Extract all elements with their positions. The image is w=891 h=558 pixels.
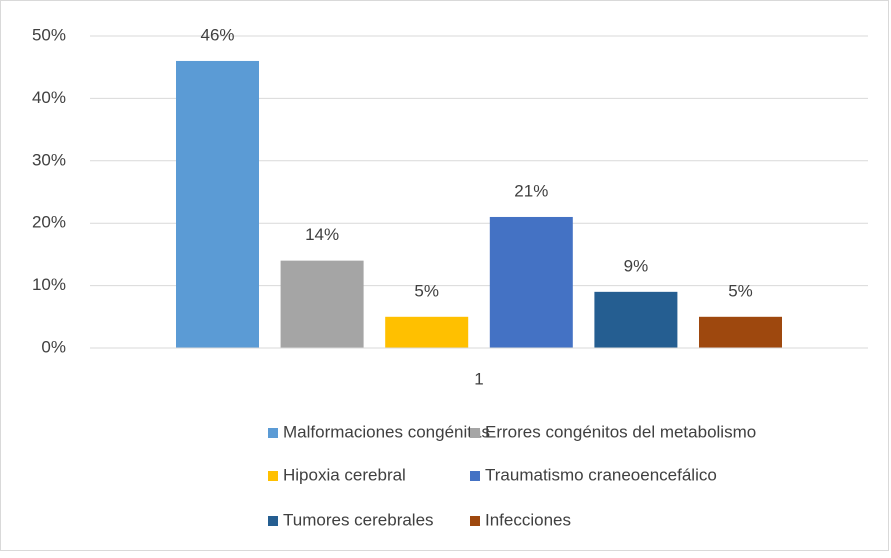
data-label: 46% [200, 25, 234, 44]
legend-label: Tumores cerebrales [283, 510, 434, 529]
legend-swatch [268, 471, 278, 481]
legend-swatch [470, 428, 480, 438]
data-label: 14% [305, 225, 339, 244]
y-tick-label: 30% [32, 150, 66, 169]
y-tick-label: 50% [32, 25, 66, 44]
legend-label: Hipoxia cerebral [283, 465, 406, 484]
y-tick-label: 0% [41, 337, 66, 356]
data-label: 5% [728, 281, 753, 300]
legend-label: Infecciones [485, 510, 571, 529]
bar [594, 291, 678, 348]
bar [385, 316, 469, 348]
bar [280, 260, 364, 348]
data-label: 21% [514, 181, 548, 200]
legend-swatch [268, 428, 278, 438]
legend-label: Traumatismo craneoencefálico [485, 465, 717, 484]
bar [176, 60, 259, 349]
legend-swatch [268, 516, 278, 526]
y-tick-label: 20% [32, 213, 66, 232]
legend-swatch [470, 471, 480, 481]
x-tick-label: 1 [474, 369, 483, 388]
bar [699, 316, 782, 348]
legend-label: Errores congénitos del metabolismo [485, 422, 756, 441]
data-label: 9% [624, 256, 649, 275]
legend-swatch [470, 516, 480, 526]
data-label: 5% [414, 281, 439, 300]
y-tick-label: 10% [32, 275, 66, 294]
y-tick-label: 40% [32, 88, 66, 107]
legend-label: Malformaciones congénitas [283, 422, 490, 441]
bar [489, 216, 573, 348]
